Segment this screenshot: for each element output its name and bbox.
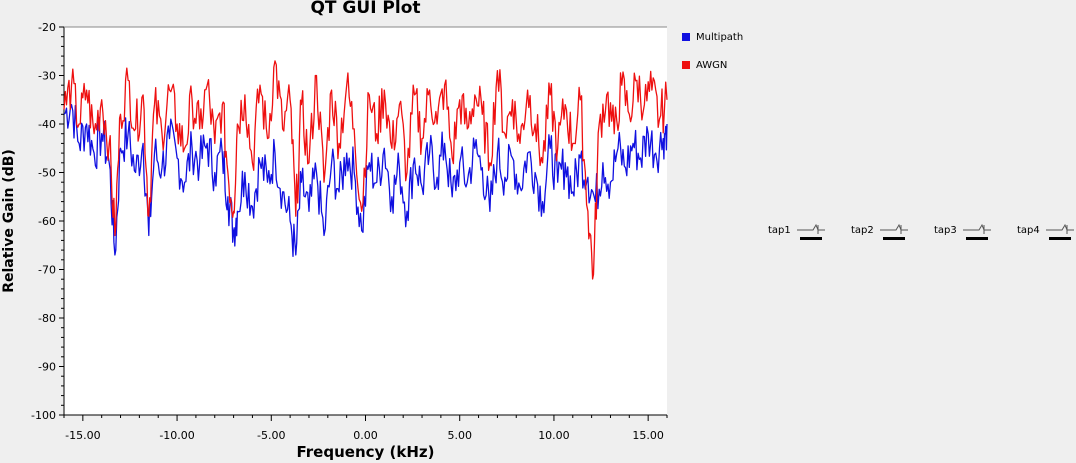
series-layer: [63, 60, 668, 280]
tap3-control: tap3: [934, 218, 1017, 242]
tap4-control: tap4: [1017, 218, 1076, 242]
x-tick-label: 5.00: [447, 429, 472, 442]
x-tick-label: 15.00: [632, 429, 664, 442]
legend: Multipath AWGN: [682, 30, 743, 86]
y-tick-label: -90: [38, 361, 56, 374]
tap4-slider-handle[interactable]: [1048, 237, 1071, 240]
plot-title: QT GUI Plot: [310, 0, 421, 18]
tap1-slider-handle[interactable]: [799, 237, 822, 240]
tap2-slider-handle[interactable]: [882, 237, 905, 240]
tap1-slider[interactable]: [796, 219, 825, 241]
slider-notch-icon: [1045, 223, 1074, 234]
y-tick-label: -60: [38, 215, 56, 228]
tap4-label: tap4: [1017, 224, 1040, 236]
slider-notch-icon: [962, 223, 991, 234]
y-tick-label: -20: [38, 21, 56, 34]
y-tick-label: -70: [38, 264, 56, 277]
y-tick-label: -40: [38, 118, 56, 131]
series-line-multipath: [63, 103, 668, 258]
legend-swatch-awgn: [682, 61, 690, 69]
y-tick-label: -50: [38, 167, 56, 180]
legend-swatch-multipath: [682, 33, 690, 41]
x-tick-label: -15.00: [65, 429, 100, 442]
legend-item-multipath[interactable]: Multipath: [682, 30, 743, 44]
x-tick-label: -5.00: [257, 429, 285, 442]
tap2-control: tap2: [851, 218, 934, 242]
tap1-control: tap1: [768, 218, 851, 242]
plot-canvas[interactable]: [64, 27, 667, 415]
x-axis: -15.00 -10.00 -5.00 0.00 5.00 10.00 15.00: [63, 415, 668, 442]
y-axis: -20 -30 -40 -50 -60 -70 -80 -90 -100: [31, 21, 64, 422]
tap2-slider[interactable]: [879, 219, 908, 241]
tap2-label: tap2: [851, 224, 874, 236]
x-tick-label: 10.00: [538, 429, 570, 442]
y-tick-label: -30: [38, 70, 56, 83]
frequency-plot[interactable]: -20 -30 -40 -50 -60 -70 -80 -90 -100 -15.00 -10.0…: [0, 0, 680, 445]
x-axis-label: Frequency (kHz): [296, 443, 435, 461]
tap-controls: tap1 tap2 tap3: [768, 218, 1076, 242]
y-tick-label: -100: [31, 409, 56, 422]
tap3-slider-handle[interactable]: [965, 237, 988, 240]
x-tick-label: 0.00: [353, 429, 378, 442]
legend-label-awgn: AWGN: [696, 59, 728, 71]
tap4-slider[interactable]: [1045, 219, 1074, 241]
series-line-awgn: [63, 60, 668, 280]
legend-item-awgn[interactable]: AWGN: [682, 58, 743, 72]
legend-label-multipath: Multipath: [696, 31, 744, 43]
tap3-slider[interactable]: [962, 219, 991, 241]
tap1-label: tap1: [768, 224, 791, 236]
tap3-label: tap3: [934, 224, 957, 236]
y-tick-label: -80: [38, 312, 56, 325]
slider-notch-icon: [796, 223, 825, 234]
x-tick-label: -10.00: [159, 429, 194, 442]
slider-notch-icon: [879, 223, 908, 234]
